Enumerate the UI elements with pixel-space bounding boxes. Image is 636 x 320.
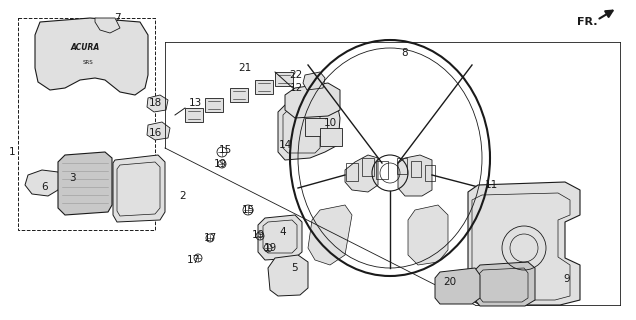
Text: 1: 1 [9,147,15,157]
Text: 6: 6 [42,182,48,192]
Polygon shape [285,83,340,118]
Polygon shape [303,72,325,90]
Text: 12: 12 [289,83,303,93]
Polygon shape [408,205,448,265]
Polygon shape [58,152,112,215]
Polygon shape [185,108,203,122]
Polygon shape [255,80,273,94]
Polygon shape [147,122,170,140]
Text: ACURA: ACURA [71,44,100,52]
Polygon shape [468,182,580,305]
Text: SRS: SRS [83,60,93,66]
Polygon shape [475,262,535,306]
Text: 17: 17 [204,233,217,243]
Text: 7: 7 [114,13,120,23]
Polygon shape [398,155,432,196]
Polygon shape [278,100,340,160]
Polygon shape [25,170,62,196]
Bar [397,158,407,174]
Bar [18,18,155,230]
Text: 18: 18 [148,98,162,108]
Text: 17: 17 [186,255,200,265]
Polygon shape [308,205,352,265]
Text: 19: 19 [263,243,277,253]
Text: 8: 8 [402,48,408,58]
Polygon shape [268,255,308,296]
Text: 19: 19 [213,159,226,169]
Bar [411,161,421,177]
Text: 11: 11 [485,180,497,190]
Polygon shape [35,18,148,95]
Text: 5: 5 [292,263,298,273]
Polygon shape [230,88,248,102]
Polygon shape [95,18,120,33]
Text: 22: 22 [289,70,303,80]
Polygon shape [345,155,378,192]
Text: 9: 9 [563,274,570,284]
Text: 4: 4 [280,227,286,237]
Polygon shape [275,72,293,86]
Polygon shape [258,215,302,260]
Text: 19: 19 [251,230,265,240]
Text: 13: 13 [188,98,202,108]
Bar [425,165,435,181]
Text: 10: 10 [324,118,336,128]
Text: 16: 16 [148,128,162,138]
Bar [362,158,374,176]
Text: 15: 15 [218,145,232,155]
Bar [376,161,388,179]
Polygon shape [320,128,342,146]
Text: 21: 21 [238,63,252,73]
Text: FR.: FR. [577,17,597,27]
Polygon shape [305,118,327,136]
Polygon shape [205,98,223,112]
Polygon shape [435,268,480,304]
Bar [346,163,358,181]
Text: 15: 15 [242,205,254,215]
Polygon shape [113,155,165,222]
Text: 2: 2 [180,191,186,201]
Text: 20: 20 [443,277,457,287]
Text: 14: 14 [279,140,292,150]
Polygon shape [147,95,168,112]
Text: 3: 3 [69,173,75,183]
